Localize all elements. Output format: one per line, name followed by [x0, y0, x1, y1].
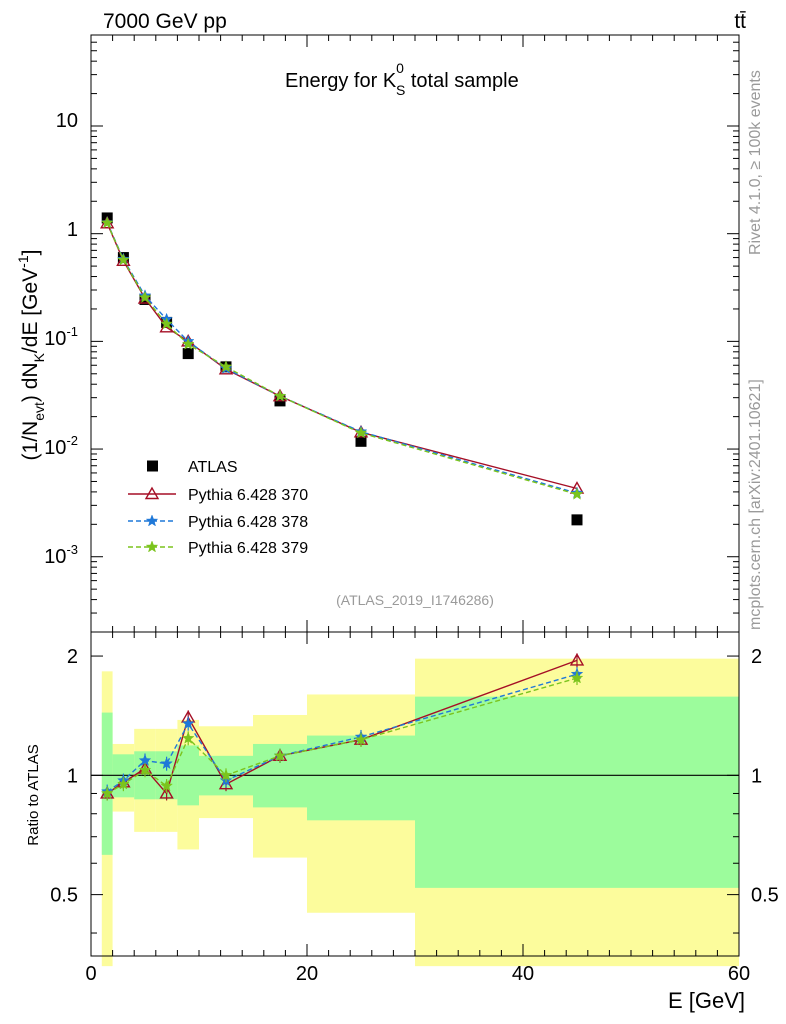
main-series	[99, 212, 585, 526]
ratio-point-379	[181, 731, 195, 744]
main-y-tick-labels: 10-3 10-2 10-1 1 10	[44, 110, 78, 568]
rivet-version-label: Rivet 4.1.0, ≥ 100k events	[747, 70, 764, 255]
title-suffix: total sample	[405, 70, 518, 92]
ratio-point-379	[354, 732, 368, 746]
x-tick-label: 60	[728, 963, 750, 985]
mc-series-line	[106, 222, 578, 494]
legend-marker-mc	[145, 540, 159, 553]
ratio-point-379	[219, 768, 233, 781]
y-tick-1e-3: 10-3	[44, 542, 78, 568]
y-tick-1: 1	[67, 219, 78, 241]
ratio-point-379	[138, 763, 152, 776]
mc-series-line	[106, 222, 578, 495]
ratio-uncertainty-bands	[91, 658, 739, 967]
main-ylabel: (1/Nevt) dNK/dE [GeV-1]	[15, 250, 47, 461]
ratio-frame	[90, 631, 740, 957]
ratio-y-tick-labels: 0.5 0.5 1 1 2 2	[50, 646, 779, 907]
legend-label: Pythia 6.428 370	[188, 487, 308, 504]
mc-point-379	[160, 317, 173, 330]
ratio-y-tick-label-left: 0.5	[50, 885, 78, 907]
mc-point-379	[570, 487, 584, 500]
atlas-data-point	[571, 514, 583, 526]
ratio-y-tick-label-right: 0.5	[751, 885, 779, 907]
x-tick-label: 0	[85, 963, 96, 985]
ratio-ylabel: Ratio to ATLAS	[25, 744, 42, 845]
ratio-series	[99, 652, 585, 801]
energy-label: 7000 GeV pp	[103, 10, 227, 33]
legend-label: Pythia 6.428 379	[188, 540, 308, 557]
mc-series-line	[106, 222, 578, 490]
title-superscript: 0	[396, 60, 404, 76]
ratio-y-tick-label-right: 1	[751, 765, 762, 787]
x-axis-label: E [GeV]	[668, 988, 745, 1013]
ratio-point-370	[159, 786, 174, 799]
main-axis-ticks	[90, 34, 740, 633]
mc-point-379	[354, 426, 368, 439]
legend-marker-atlas	[147, 460, 158, 472]
mc-point-379	[273, 389, 287, 402]
ratio-band-inner	[101, 712, 113, 855]
mc-point-379	[100, 216, 114, 229]
ratio-point-379	[117, 777, 130, 790]
y-tick-1e-2: 10-2	[44, 433, 78, 459]
legend-label: ATLAS	[188, 459, 238, 476]
ratio-y-tick-label-left: 1	[67, 765, 78, 787]
title-subscript: S	[396, 82, 405, 98]
mc-point-379	[117, 253, 130, 266]
y-tick-1e-1: 10-1	[44, 324, 78, 350]
x-tick-labels: 0 20 40 60	[85, 963, 750, 985]
ratio-point-378	[160, 756, 173, 770]
atlas-data-point	[182, 348, 194, 360]
legend-label: Pythia 6.428 378	[188, 514, 308, 531]
legend-marker-mc	[145, 514, 159, 527]
ratio-point-379	[273, 749, 287, 762]
mcplots-label: mcplots.cern.ch [arXiv:2401.10621]	[747, 379, 764, 630]
process-label: tt̄	[734, 10, 746, 33]
ratio-point-378	[181, 716, 195, 730]
atlas-data-point	[355, 435, 367, 447]
ratio-y-tick-label-left: 2	[67, 646, 78, 668]
ratio-point-370	[569, 652, 585, 666]
y-tick-10: 10	[56, 110, 78, 132]
legend: ATLAS Pythia 6.428 370 Pythia 6.428 378 Pyt…	[128, 459, 308, 557]
title-prefix: Energy for K	[285, 70, 397, 92]
ratio-y-tick-label-right: 2	[751, 646, 762, 668]
mc-point-379	[138, 290, 152, 303]
ratio-point-378	[138, 753, 152, 766]
analysis-id: (ATLAS_2019_I1746286)	[336, 592, 494, 608]
mc-point-379	[219, 360, 233, 373]
ratio-point-379	[100, 786, 114, 799]
ratio-point-379	[570, 671, 584, 684]
plot-title: Energy for K0 S total sample	[285, 60, 519, 98]
mc-point-379	[181, 337, 195, 350]
legend-marker-370	[144, 486, 160, 500]
ratio-band-inner	[307, 735, 415, 821]
ratio-band-inner	[415, 696, 739, 888]
ratio-point-379	[160, 779, 173, 792]
x-tick-label: 40	[512, 963, 534, 985]
x-tick-label: 20	[296, 963, 318, 985]
